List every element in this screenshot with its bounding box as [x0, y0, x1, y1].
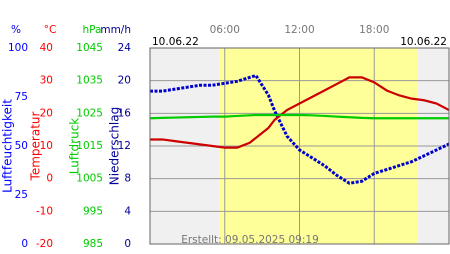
y-tick-label: 1025 — [76, 107, 103, 119]
x-tick-label: 18:00 — [359, 24, 389, 36]
y-tick-label: 12 — [118, 140, 131, 152]
footer: Erstellt: 09.05.2025 09:19 — [181, 234, 319, 246]
y-tick-label: 20 — [40, 107, 53, 119]
y-tick-label: -10 — [36, 205, 53, 217]
axis-unit: % — [11, 24, 21, 36]
axis-unit: mm/h — [100, 24, 131, 36]
y-tick-label: -20 — [36, 238, 53, 250]
y-tick-label: 30 — [40, 75, 53, 87]
y-tick-label: 16 — [118, 107, 132, 119]
y-tick-label: 0 — [46, 173, 53, 185]
y-tick-label: 24 — [118, 42, 132, 54]
x-tick-label: 12:00 — [284, 24, 314, 36]
axis-title: Niederschlag — [108, 107, 122, 185]
series-line — [149, 113, 449, 120]
y-tick-label: 0 — [124, 238, 131, 250]
axis-title: Luftdruck — [68, 118, 82, 175]
y-tick-label: 1005 — [76, 173, 103, 185]
y-tick-label: 0 — [21, 238, 28, 250]
axis-title: Temperatur — [29, 111, 43, 181]
y-tick-label: 25 — [15, 189, 28, 201]
series-line — [150, 76, 450, 149]
y-tick-label: 10 — [40, 140, 53, 152]
axis-unit: hPa — [83, 24, 102, 36]
y-tick-label: 40 — [40, 42, 53, 54]
y-tick-label: 985 — [83, 238, 103, 250]
date-left: 10.06.22 — [152, 36, 199, 48]
y-tick-label: 995 — [83, 205, 103, 217]
y-tick-label: 20 — [118, 75, 131, 87]
y-tick-label: 100 — [8, 42, 28, 54]
y-tick-label: 1045 — [76, 42, 103, 54]
y-tick-label: 4 — [124, 205, 131, 217]
axis-title: Luftfeuchtigkeit — [1, 99, 15, 193]
plot-frame — [149, 47, 450, 245]
x-tick-label: 06:00 — [210, 24, 240, 36]
y-tick-label: 1035 — [76, 75, 103, 87]
y-tick-label: 8 — [124, 173, 131, 185]
axis-unit: °C — [44, 24, 57, 36]
plot-area — [149, 47, 450, 245]
y-tick-label: 50 — [15, 140, 28, 152]
date-right: 10.06.22 — [400, 36, 447, 48]
series-line — [150, 73, 450, 185]
y-tick-label: 1015 — [76, 140, 103, 152]
y-tick-label: 75 — [15, 91, 28, 103]
